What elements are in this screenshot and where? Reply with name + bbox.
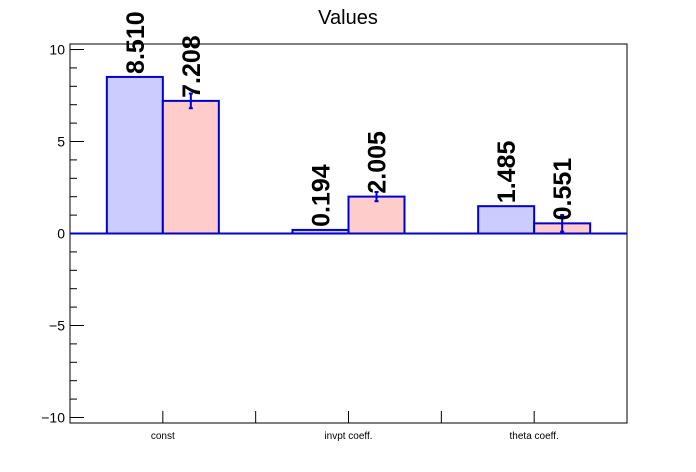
value-label: 0.194 bbox=[308, 164, 336, 227]
y-tick-label: −10 bbox=[41, 409, 65, 425]
bar bbox=[161, 99, 220, 235]
chart-title: Values bbox=[318, 7, 378, 29]
bar bbox=[477, 205, 536, 235]
y-tick-label: 10 bbox=[49, 42, 65, 58]
category-label: const bbox=[151, 431, 175, 442]
value-label: 8.510 bbox=[122, 11, 150, 74]
y-tick-label: 5 bbox=[57, 134, 65, 150]
y-tick-label: 0 bbox=[57, 226, 65, 242]
category-label: invpt coeff. bbox=[324, 431, 372, 442]
value-label: 7.208 bbox=[178, 35, 206, 98]
value-label: 1.485 bbox=[493, 141, 521, 204]
category-label: theta coeff. bbox=[510, 431, 559, 442]
bar bbox=[105, 75, 164, 235]
y-tick-label: −5 bbox=[49, 317, 65, 333]
value-label: 2.005 bbox=[364, 131, 392, 194]
value-label: 0.551 bbox=[549, 158, 577, 221]
